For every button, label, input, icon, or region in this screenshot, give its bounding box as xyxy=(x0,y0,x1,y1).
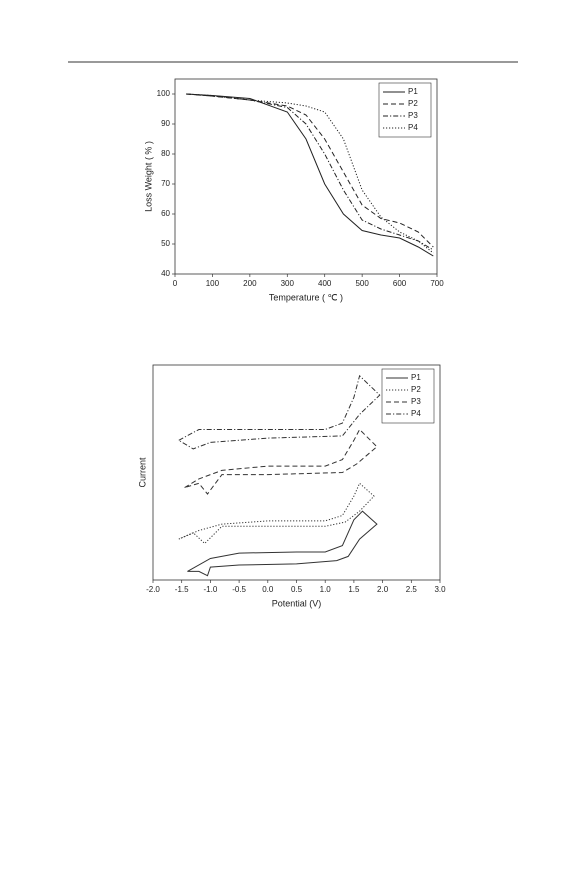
legend-label: P2 xyxy=(411,385,421,394)
y-tick-label: 40 xyxy=(161,269,170,278)
x-tick-label: 2.5 xyxy=(406,585,418,594)
x-tick-label: 1.5 xyxy=(348,585,360,594)
y-axis-label: Current xyxy=(137,457,147,488)
legend-label: P1 xyxy=(408,87,418,96)
y-tick-label: 70 xyxy=(161,179,170,188)
x-tick-label: -1.0 xyxy=(204,585,218,594)
x-tick-label: -0.5 xyxy=(232,585,246,594)
legend-label: P3 xyxy=(411,397,421,406)
y-tick-label: 100 xyxy=(157,89,171,98)
legend-label: P3 xyxy=(408,111,418,120)
legend-label: P2 xyxy=(408,99,418,108)
x-tick-label: 300 xyxy=(281,279,295,288)
x-tick-label: 100 xyxy=(206,279,220,288)
series-line xyxy=(186,93,434,257)
x-tick-label: 400 xyxy=(318,279,332,288)
x-tick-label: 200 xyxy=(243,279,257,288)
series-line xyxy=(186,93,434,254)
x-tick-label: 500 xyxy=(355,279,369,288)
x-tick-label: -2.0 xyxy=(146,585,160,594)
series-line xyxy=(184,428,378,495)
series-line xyxy=(178,374,381,450)
y-tick-label: 90 xyxy=(161,119,170,128)
x-tick-label: 0 xyxy=(173,279,178,288)
legend-box xyxy=(381,368,435,424)
legend-label: P1 xyxy=(411,373,421,382)
y-tick-label: 60 xyxy=(161,209,170,218)
x-tick-label: 0.5 xyxy=(291,585,303,594)
y-tick-label: 80 xyxy=(161,149,170,158)
x-tick-label: 2.0 xyxy=(377,585,389,594)
x-tick-label: -1.5 xyxy=(175,585,189,594)
x-tick-label: 0.0 xyxy=(262,585,274,594)
legend-label: P4 xyxy=(408,123,418,132)
x-tick-label: 1.0 xyxy=(320,585,332,594)
series-line xyxy=(187,510,378,577)
x-tick-label: 3.0 xyxy=(434,585,446,594)
y-tick-label: 50 xyxy=(161,239,170,248)
series-line xyxy=(178,482,375,545)
legend-box xyxy=(378,82,432,138)
plot-frame xyxy=(174,78,438,275)
y-axis-label: Loss Weight ( % ) xyxy=(143,141,153,212)
legend-label: P4 xyxy=(411,409,421,418)
x-axis-label: Potential (V) xyxy=(272,598,322,608)
x-axis-label: Temperature ( ℃ ) xyxy=(269,292,343,302)
x-tick-label: 700 xyxy=(430,279,444,288)
x-tick-label: 600 xyxy=(393,279,407,288)
